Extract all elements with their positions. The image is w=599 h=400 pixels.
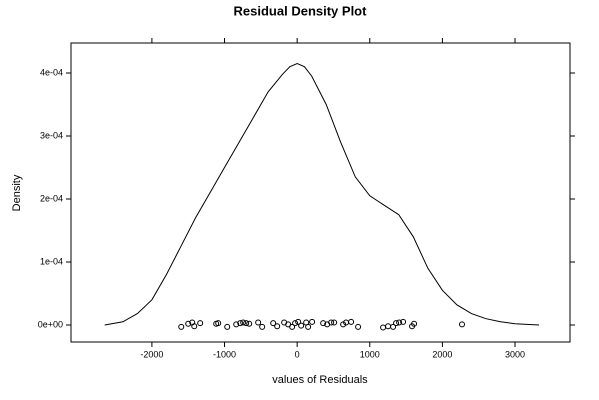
rug-point <box>240 319 247 326</box>
rug-point <box>274 323 281 330</box>
y-tick-label: 4e-04 <box>40 67 63 77</box>
rug-point <box>197 320 204 327</box>
x-tick-label: -1000 <box>213 349 236 359</box>
y-tick-label: 0e+00 <box>38 319 63 329</box>
rug-point <box>309 318 316 325</box>
x-axis-title: values of Residuals <box>272 374 368 386</box>
rug-point <box>295 318 302 325</box>
rug-point <box>348 318 355 325</box>
rug-point <box>331 319 338 326</box>
rug-point <box>340 321 347 328</box>
x-tick-label: -2000 <box>140 349 163 359</box>
rug-point <box>243 320 250 327</box>
x-tick-label: 3000 <box>505 349 525 359</box>
rug-point <box>289 323 296 330</box>
rug-point <box>292 320 299 327</box>
rug-point <box>255 319 262 326</box>
rug-point <box>215 320 222 327</box>
rug-point <box>259 323 266 330</box>
rug-point <box>185 320 192 327</box>
rug-point <box>246 320 253 327</box>
x-tick-label: 0 <box>295 349 300 359</box>
rug-point <box>305 323 312 330</box>
rug-point <box>233 321 240 328</box>
x-tick-label: 1000 <box>360 349 380 359</box>
density-curve <box>104 62 540 326</box>
y-tick-label: 1e-04 <box>40 256 63 266</box>
y-tick-label: 3e-04 <box>40 130 63 140</box>
rug-point <box>393 320 400 327</box>
rug-point <box>411 320 418 327</box>
rug-point <box>459 321 466 328</box>
rug-point <box>385 323 392 330</box>
rug-point <box>390 323 397 330</box>
rug-point <box>400 318 407 325</box>
panel-border <box>70 42 571 343</box>
rug-point <box>396 319 403 326</box>
rug-point <box>178 323 185 330</box>
rug-point <box>298 322 305 329</box>
rug-point <box>191 323 198 330</box>
rug-point <box>380 324 387 331</box>
rug-point <box>237 320 244 327</box>
y-tick-label: 2e-04 <box>40 193 63 203</box>
chart-title: Residual Density Plot <box>234 3 368 18</box>
rug-point <box>224 323 231 330</box>
rug-point <box>320 320 327 327</box>
rug-point <box>270 320 277 327</box>
y-axis-title: Density <box>11 174 23 211</box>
x-tick-label: 2000 <box>432 349 452 359</box>
rug-point <box>328 319 335 326</box>
rug-point <box>355 323 362 330</box>
